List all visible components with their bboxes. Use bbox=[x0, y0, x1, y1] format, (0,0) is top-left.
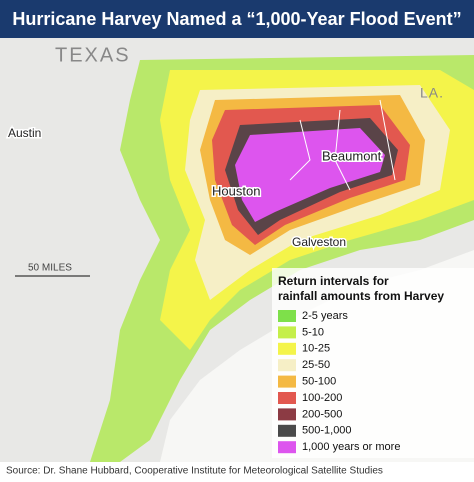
legend-swatch bbox=[278, 408, 296, 421]
legend-swatch bbox=[278, 424, 296, 437]
legend-title: Return intervals for bbox=[278, 274, 389, 288]
city-label: Houston bbox=[212, 183, 260, 198]
city-label: Austin bbox=[8, 126, 41, 140]
legend-label: 100-200 bbox=[302, 392, 342, 404]
source: Source: Dr. Shane Hubbard, Cooperative I… bbox=[6, 466, 383, 477]
rain-1000-plus bbox=[235, 128, 385, 222]
title: Hurricane Harvey Named a “1,000-Year Flo… bbox=[12, 9, 461, 29]
legend-label: 1,000 years or more bbox=[302, 441, 400, 453]
legend-items: 2-5 years 5-10 10-25 25-50 50-100 100-200 200-… bbox=[278, 310, 400, 454]
legend-label: 500-1,000 bbox=[302, 425, 352, 437]
city-label: Beaumont bbox=[322, 148, 382, 163]
neighbor-label: LA. bbox=[420, 85, 444, 101]
scale-label: 50 MILES bbox=[28, 263, 72, 274]
legend-swatch bbox=[278, 310, 296, 322]
title-bar bbox=[0, 0, 474, 38]
legend-label: 50-100 bbox=[302, 376, 336, 388]
legend-label: 2-5 years bbox=[302, 310, 348, 322]
legend-label: 5-10 bbox=[302, 326, 324, 338]
legend-title: rainfall amounts from Harvey bbox=[278, 289, 444, 303]
legend-label: 25-50 bbox=[302, 359, 330, 371]
legend-box bbox=[272, 268, 474, 458]
legend-swatch bbox=[278, 441, 296, 454]
rivers bbox=[289, 99, 396, 191]
legend-swatch bbox=[278, 326, 296, 339]
legend-swatch bbox=[278, 342, 296, 355]
legend-label: 10-25 bbox=[302, 343, 330, 355]
legend-swatch bbox=[278, 392, 296, 404]
legend-label: 200-500 bbox=[302, 408, 342, 420]
legend-swatch bbox=[278, 359, 296, 372]
city-label: Galveston bbox=[292, 235, 346, 249]
legend-swatch bbox=[278, 375, 296, 388]
state-label: TEXAS bbox=[55, 44, 131, 66]
